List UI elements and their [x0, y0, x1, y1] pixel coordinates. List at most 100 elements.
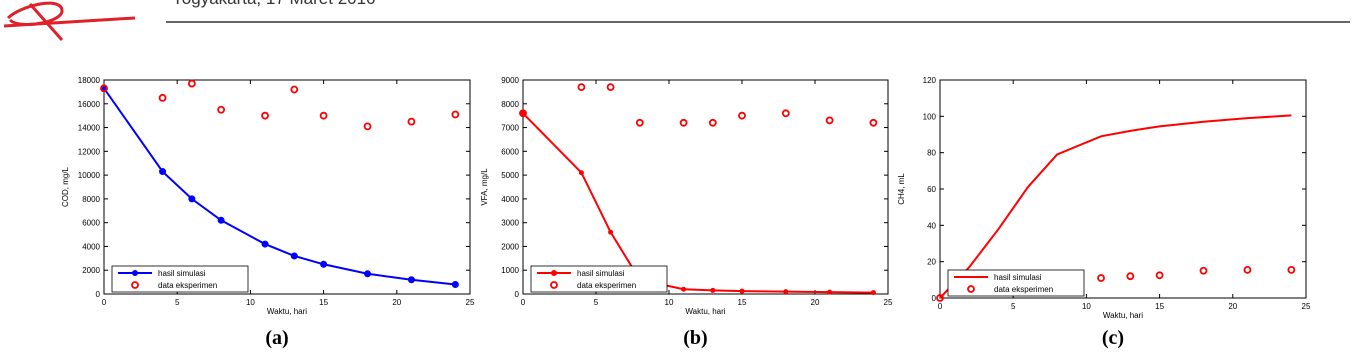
figure-caption: (a): [265, 327, 288, 349]
y-tick-label: 0: [932, 294, 937, 303]
y-tick-label: 60: [927, 185, 936, 194]
y-tick-label: 12000: [78, 147, 101, 156]
plot-frame: [522, 79, 889, 295]
y-tick-label: 6000: [82, 219, 100, 228]
y-tick-label: 0: [96, 290, 101, 299]
y-tick-label: 4000: [82, 242, 100, 251]
y-tick-label: 4000: [501, 195, 519, 204]
y-tick-label: 2000: [501, 242, 519, 251]
plot-frame: [939, 79, 1307, 299]
point: [364, 270, 372, 278]
x-tick-label: 25: [1302, 302, 1311, 311]
point: [451, 280, 459, 288]
x-tick-label: 5: [175, 298, 180, 307]
legend-label: hasil simulasi: [158, 269, 206, 278]
y-axis-label: CH4, mL: [897, 173, 906, 205]
x-axis-label: Waktu, hari: [267, 307, 307, 316]
point: [158, 93, 167, 102]
point: [1199, 266, 1208, 275]
logo-stroke: [6, 1, 64, 27]
figure-caption: (c): [1102, 327, 1124, 349]
point: [320, 260, 328, 268]
y-tick-label: 10000: [78, 171, 101, 180]
point: [217, 105, 226, 114]
point: [290, 252, 298, 260]
legend-label: data eksperimen: [994, 285, 1053, 294]
point: [635, 118, 644, 127]
point: [738, 111, 746, 120]
y-tick-label: 2000: [82, 266, 100, 275]
header-text: Yogyakarta, 17 Maret 2016: [172, 0, 376, 8]
series-line: [939, 114, 1292, 299]
point: [1243, 265, 1252, 274]
y-tick-label: 3000: [501, 219, 519, 228]
point: [783, 289, 789, 295]
legend-swatch: [967, 285, 975, 293]
point: [520, 110, 526, 116]
y-tick-label: 120: [923, 76, 937, 85]
x-tick-label: 20: [1228, 302, 1237, 311]
legend-swatch: [131, 281, 139, 289]
point: [1126, 272, 1135, 281]
y-tick-label: 14000: [78, 124, 101, 133]
legend-swatch: [550, 281, 558, 289]
point: [869, 118, 878, 127]
y-tick-label: 40: [927, 221, 936, 230]
x-tick-label: 15: [738, 298, 747, 307]
plot-frame: [103, 79, 471, 295]
y-tick-label: 7000: [501, 124, 519, 133]
legend-label: data eksperimen: [577, 281, 636, 290]
point: [1155, 271, 1164, 280]
logo: [3, 1, 136, 41]
point: [608, 229, 614, 235]
y-tick-label: 20: [927, 258, 936, 267]
x-tick-label: 10: [1082, 302, 1091, 311]
y-tick-label: 100: [923, 112, 937, 121]
legend-swatch: [132, 270, 138, 276]
x-axis-label: Waktu, hari: [685, 307, 725, 316]
point: [606, 83, 615, 92]
point: [936, 294, 944, 302]
point: [319, 111, 328, 120]
y-tick-label: 8000: [501, 100, 519, 109]
legend-label: hasil simulasi: [577, 269, 625, 278]
point: [261, 240, 269, 248]
y-axis-label: VFA, mg/L: [480, 168, 489, 206]
point: [217, 216, 225, 224]
x-tick-label: 20: [811, 298, 820, 307]
point: [681, 286, 687, 292]
x-tick-label: 0: [938, 302, 943, 311]
x-tick-label: 10: [246, 298, 255, 307]
y-tick-label: 1000: [501, 266, 519, 275]
point: [710, 287, 716, 293]
point: [187, 79, 196, 88]
legend-label: data eksperimen: [158, 281, 217, 290]
x-tick-label: 25: [466, 298, 475, 307]
point: [578, 170, 584, 176]
point: [870, 290, 876, 296]
x-axis-label: Waktu, hari: [1103, 311, 1143, 320]
x-tick-label: 0: [102, 298, 107, 307]
legend-swatch: [551, 270, 557, 276]
point: [451, 110, 460, 119]
series-line: [522, 112, 874, 294]
x-tick-label: 10: [665, 298, 674, 307]
point: [1287, 265, 1296, 274]
y-tick-label: 16000: [78, 100, 101, 109]
point: [188, 195, 196, 203]
point: [407, 117, 416, 126]
y-tick-label: 5000: [501, 171, 519, 180]
x-tick-label: 15: [1155, 302, 1164, 311]
y-tick-label: 80: [927, 149, 936, 158]
x-tick-label: 0: [521, 298, 526, 307]
figure-caption: (b): [683, 327, 707, 349]
point: [781, 109, 790, 118]
y-tick-label: 18000: [78, 76, 101, 85]
point: [679, 118, 688, 127]
logo-stroke: [3, 16, 136, 28]
y-axis-label: COD, mg/L: [61, 166, 70, 207]
point: [407, 276, 415, 284]
point: [519, 109, 527, 118]
series-line: [103, 87, 456, 286]
